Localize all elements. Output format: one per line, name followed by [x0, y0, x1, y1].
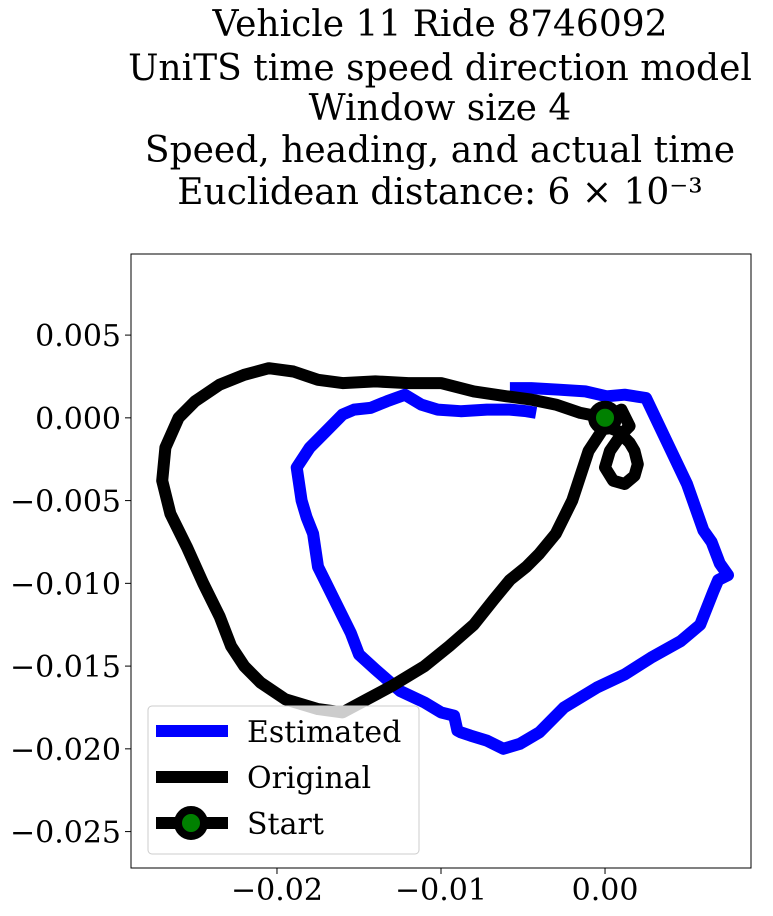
series-line-original: [156, 362, 644, 719]
y-tick-label: 0.005: [35, 319, 121, 354]
title-line-3: Window size 4: [309, 88, 572, 129]
legend-start-label: Start: [247, 807, 324, 842]
x-tick-label: −0.02: [231, 873, 323, 908]
title-line-4: Speed, heading, and actual time: [145, 130, 735, 171]
title-line-1: Vehicle 11 Ride 8746092: [211, 4, 667, 45]
y-axis: 0.005 0.000 −0.005 −0.010 −0.015 −0.020 −0.025: [10, 319, 131, 851]
series-layer: [156, 362, 734, 755]
x-axis: −0.02 −0.01 0.00: [231, 868, 638, 908]
title-line-2: UniTS time speed direction model: [128, 48, 752, 89]
y-tick-label: −0.020: [10, 733, 121, 768]
legend-estimated-label: Estimated: [247, 715, 401, 750]
legend-original-label: Original: [247, 761, 371, 796]
series-line-estimated: [290, 382, 734, 755]
start-marker: [588, 400, 622, 435]
y-tick-label: −0.015: [10, 650, 121, 685]
x-tick-label: 0.00: [572, 873, 639, 908]
y-tick-label: 0.000: [35, 402, 121, 437]
title-line-5: Euclidean distance: 6 × 10⁻³: [177, 172, 702, 213]
legend-start-marker: [174, 806, 208, 840]
y-tick-label: −0.005: [10, 485, 121, 520]
chart-title: Vehicle 11 Ride 8746092 UniTS time speed…: [128, 4, 752, 213]
y-tick-label: −0.025: [10, 816, 121, 851]
x-tick-label: −0.01: [395, 873, 487, 908]
legend: Estimated Original Start: [147, 705, 420, 855]
y-tick-label: −0.010: [10, 567, 121, 602]
